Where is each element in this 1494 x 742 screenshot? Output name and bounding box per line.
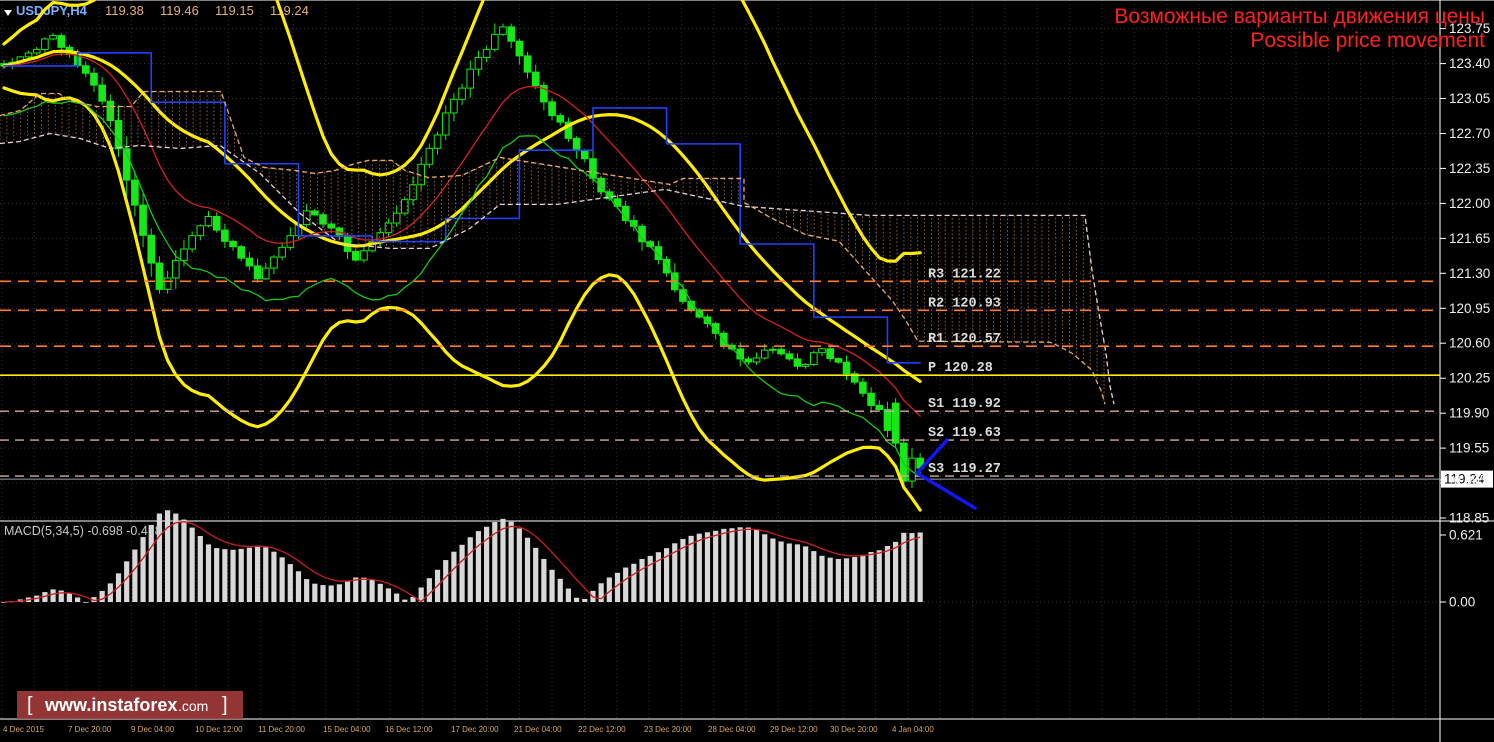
svg-text:www.instaforex: www.instaforex bbox=[44, 695, 177, 715]
svg-text:123.05: 123.05 bbox=[1449, 91, 1490, 106]
svg-text:119.46: 119.46 bbox=[160, 3, 199, 18]
svg-text:4 Dec 2015: 4 Dec 2015 bbox=[3, 725, 44, 734]
svg-text:MACD(5,34,5) -0.698 -0.418: MACD(5,34,5) -0.698 -0.418 bbox=[4, 524, 162, 538]
svg-text:121.30: 121.30 bbox=[1449, 266, 1490, 281]
svg-text:23 Dec 20:00: 23 Dec 20:00 bbox=[644, 725, 692, 734]
svg-text:4 Jan 04:00: 4 Jan 04:00 bbox=[892, 725, 934, 734]
svg-text:120.25: 120.25 bbox=[1449, 371, 1490, 386]
svg-text:120.95: 120.95 bbox=[1449, 301, 1490, 316]
svg-text:123.40: 123.40 bbox=[1449, 56, 1490, 71]
svg-text:119.38: 119.38 bbox=[105, 3, 144, 18]
svg-text:28 Dec 04:00: 28 Dec 04:00 bbox=[708, 725, 756, 734]
svg-text:]: ] bbox=[222, 694, 228, 716]
svg-text:119.15: 119.15 bbox=[215, 3, 254, 18]
svg-text:S2 119.63: S2 119.63 bbox=[928, 426, 1001, 441]
svg-text:11 Dec 20:00: 11 Dec 20:00 bbox=[258, 725, 306, 734]
svg-text:119.24: 119.24 bbox=[270, 3, 309, 18]
svg-text:.com: .com bbox=[178, 698, 208, 714]
svg-text:22 Dec 12:00: 22 Dec 12:00 bbox=[578, 725, 626, 734]
svg-text:16 Dec 12:00: 16 Dec 12:00 bbox=[385, 725, 433, 734]
svg-text:Possible price movement: Possible price movement bbox=[1250, 29, 1485, 52]
svg-text:7 Dec 20:00: 7 Dec 20:00 bbox=[68, 725, 112, 734]
svg-text:10 Dec 12:00: 10 Dec 12:00 bbox=[195, 725, 243, 734]
svg-text:S3 119.27: S3 119.27 bbox=[928, 462, 1001, 477]
svg-text:119.90: 119.90 bbox=[1449, 406, 1489, 421]
svg-text:[: [ bbox=[27, 694, 33, 716]
svg-text:122.70: 122.70 bbox=[1449, 126, 1490, 141]
svg-text:30 Dec 20:00: 30 Dec 20:00 bbox=[830, 725, 878, 734]
svg-text:Возможные варианты движения це: Возможные варианты движения цены bbox=[1114, 5, 1485, 28]
svg-text:17 Dec 20:00: 17 Dec 20:00 bbox=[451, 725, 499, 734]
svg-text:0.621: 0.621 bbox=[1449, 528, 1483, 543]
svg-text:15 Dec 04:00: 15 Dec 04:00 bbox=[323, 725, 371, 734]
svg-text:120.60: 120.60 bbox=[1449, 336, 1490, 351]
svg-text:9 Dec 04:00: 9 Dec 04:00 bbox=[131, 725, 175, 734]
svg-text:S1 119.92: S1 119.92 bbox=[928, 397, 1001, 412]
svg-text:122.35: 122.35 bbox=[1449, 161, 1490, 176]
svg-text:R3 121.22: R3 121.22 bbox=[928, 267, 1001, 282]
svg-text:118.85: 118.85 bbox=[1449, 511, 1489, 526]
svg-text:P 120.28: P 120.28 bbox=[928, 361, 993, 376]
svg-text:R2 120.93: R2 120.93 bbox=[928, 296, 1001, 311]
svg-text:-0.995: -0.995 bbox=[1449, 473, 1487, 488]
svg-text:21 Dec 04:00: 21 Dec 04:00 bbox=[514, 725, 562, 734]
svg-text:R1 120.57: R1 120.57 bbox=[928, 332, 1001, 347]
svg-text:119.55: 119.55 bbox=[1449, 441, 1489, 456]
svg-text:0.00: 0.00 bbox=[1449, 595, 1475, 610]
svg-text:122.00: 122.00 bbox=[1449, 196, 1490, 211]
svg-text:29 Dec 12:00: 29 Dec 12:00 bbox=[770, 725, 818, 734]
svg-text:121.65: 121.65 bbox=[1449, 231, 1490, 246]
